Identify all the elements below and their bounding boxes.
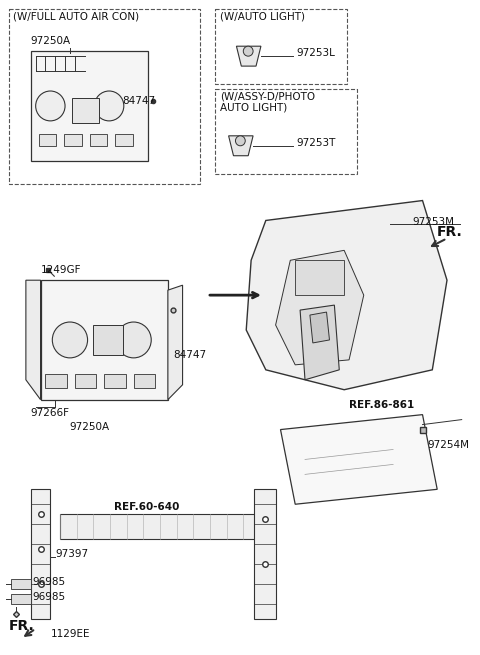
Bar bbox=[104, 374, 126, 388]
Text: REF.60-640: REF.60-640 bbox=[114, 502, 180, 512]
Text: 84747: 84747 bbox=[173, 350, 206, 360]
Circle shape bbox=[375, 216, 384, 225]
Polygon shape bbox=[246, 200, 447, 390]
Text: 97253T: 97253T bbox=[296, 138, 336, 148]
Text: (W/ASSY-D/PHOTO
AUTO LIGHT): (W/ASSY-D/PHOTO AUTO LIGHT) bbox=[220, 91, 315, 113]
Text: 97250A: 97250A bbox=[70, 422, 109, 432]
Circle shape bbox=[52, 322, 87, 358]
Bar bbox=[90, 134, 107, 146]
Text: 84747: 84747 bbox=[122, 96, 155, 106]
Bar bbox=[11, 594, 31, 604]
Circle shape bbox=[243, 47, 253, 56]
Bar bbox=[11, 579, 31, 589]
Bar bbox=[64, 134, 82, 146]
Bar bbox=[295, 260, 344, 295]
Polygon shape bbox=[300, 305, 339, 380]
Text: 96985: 96985 bbox=[33, 592, 66, 602]
Circle shape bbox=[116, 322, 151, 358]
Circle shape bbox=[236, 136, 245, 146]
Text: 97254M: 97254M bbox=[427, 440, 469, 449]
Bar bbox=[115, 134, 132, 146]
Bar bbox=[31, 489, 50, 619]
Polygon shape bbox=[369, 215, 390, 233]
Text: (W/FULL AUTO AIR CON): (W/FULL AUTO AIR CON) bbox=[13, 11, 139, 22]
Text: (W/AUTO LIGHT): (W/AUTO LIGHT) bbox=[220, 11, 305, 22]
Bar bbox=[9, 9, 200, 183]
Bar bbox=[72, 98, 99, 123]
Text: 97253M: 97253M bbox=[413, 217, 455, 227]
Polygon shape bbox=[168, 285, 182, 400]
Circle shape bbox=[36, 91, 65, 121]
Bar bbox=[41, 280, 168, 400]
Text: FR.: FR. bbox=[9, 619, 35, 633]
Bar bbox=[75, 374, 96, 388]
Bar bbox=[38, 134, 56, 146]
Bar bbox=[215, 9, 347, 84]
Bar bbox=[94, 325, 123, 355]
Text: REF.86-861: REF.86-861 bbox=[349, 400, 414, 409]
Text: 96985: 96985 bbox=[33, 577, 66, 587]
Bar bbox=[215, 89, 357, 174]
Polygon shape bbox=[310, 312, 329, 343]
Text: 1249GF: 1249GF bbox=[41, 265, 81, 275]
Circle shape bbox=[95, 91, 124, 121]
Text: 97266F: 97266F bbox=[31, 407, 70, 418]
Bar bbox=[60, 514, 256, 539]
Text: 1129EE: 1129EE bbox=[50, 629, 90, 639]
Bar bbox=[31, 51, 148, 160]
Text: 97250A: 97250A bbox=[30, 36, 71, 47]
Bar bbox=[46, 374, 67, 388]
Polygon shape bbox=[228, 136, 253, 156]
Bar bbox=[254, 489, 276, 619]
Text: 97253L: 97253L bbox=[296, 48, 335, 58]
Text: FR.: FR. bbox=[437, 225, 463, 240]
Polygon shape bbox=[280, 415, 437, 504]
Polygon shape bbox=[237, 47, 261, 66]
Text: 97397: 97397 bbox=[55, 549, 88, 559]
Bar bbox=[133, 374, 155, 388]
Polygon shape bbox=[26, 280, 41, 400]
Polygon shape bbox=[276, 250, 364, 365]
